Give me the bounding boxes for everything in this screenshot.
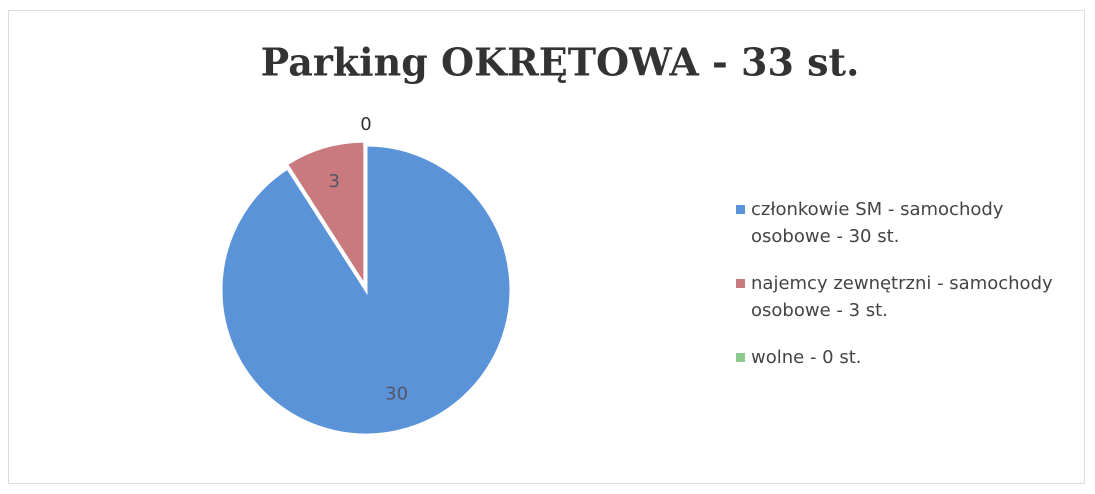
chart-title: Parking OKRĘTOWA - 33 st.: [261, 40, 860, 85]
legend-label: wolne - 0 st.: [751, 347, 862, 368]
data-label: 30: [385, 383, 408, 404]
data-label: 3: [329, 171, 340, 192]
data-label: 0: [360, 114, 371, 135]
legend-item: najemcy zewnętrzni - samochody osobowe -…: [736, 270, 1081, 324]
chart-frame: [8, 10, 1085, 484]
legend-item: wolne - 0 st.: [736, 344, 1081, 371]
pie-slice: [284, 139, 367, 292]
legend-label: członkowie SM - samochody osobowe - 30 s…: [751, 199, 1004, 247]
legend-swatch: [736, 279, 745, 288]
legend: członkowie SM - samochody osobowe - 30 s…: [736, 196, 1081, 391]
legend-label: najemcy zewnętrzni - samochody osobowe -…: [751, 273, 1053, 321]
legend-swatch: [736, 353, 745, 362]
legend-item: członkowie SM - samochody osobowe - 30 s…: [736, 196, 1081, 250]
legend-swatch: [736, 205, 745, 214]
